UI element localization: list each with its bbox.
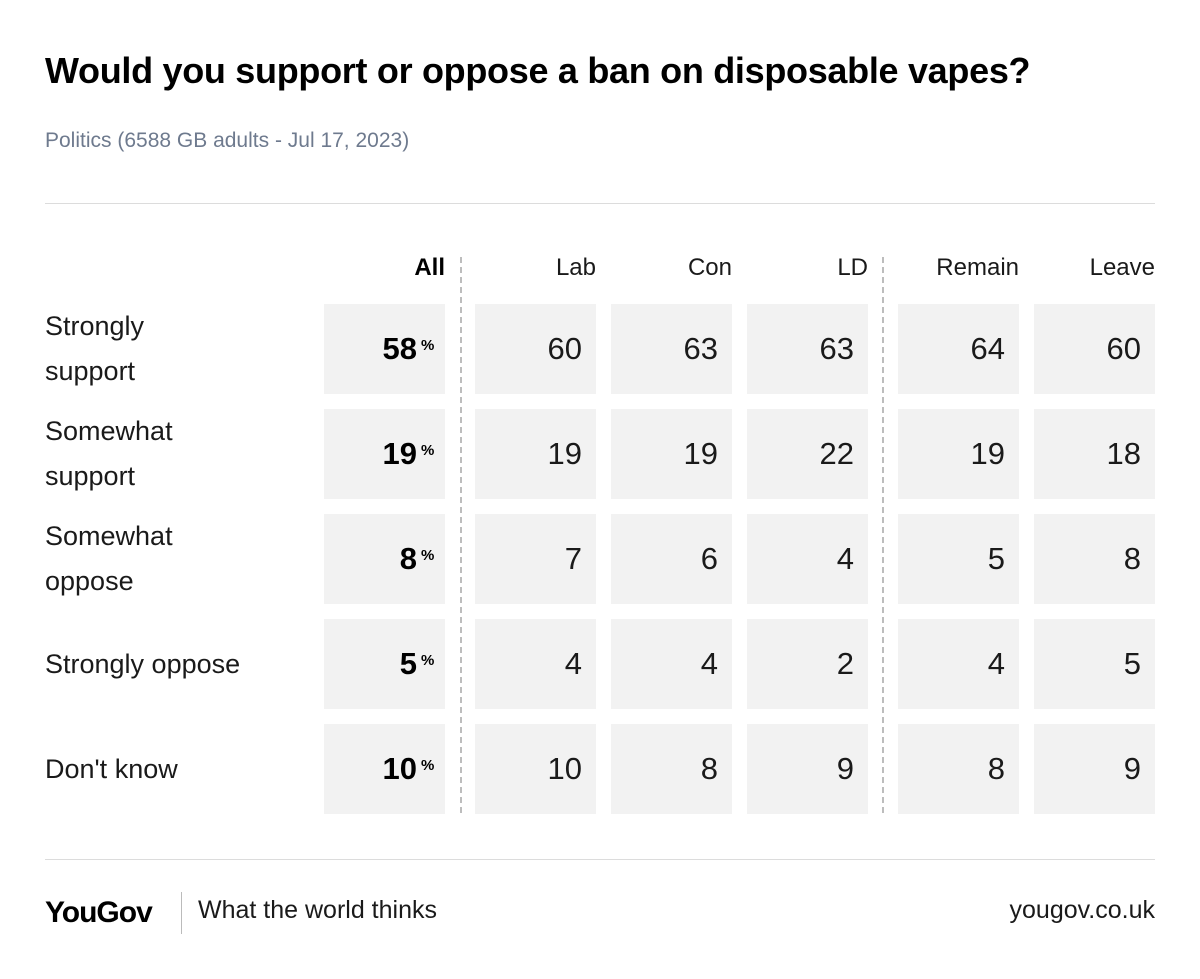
cell-leave: 60 [1034, 304, 1155, 394]
column-header-ld: LD [837, 254, 868, 281]
cell-ld: 4 [747, 514, 868, 604]
cell-all: 10% [324, 724, 445, 814]
row-label-line: oppose [45, 566, 134, 596]
row-label: Don't know [45, 724, 315, 814]
cell-con: 8 [611, 724, 732, 814]
cell-remain: 4 [898, 619, 1019, 709]
cell-value: 5 [399, 646, 417, 681]
cell-remain: 64 [898, 304, 1019, 394]
column-header-lab: Lab [555, 254, 596, 281]
cell-leave: 8 [1034, 514, 1155, 604]
cell-leave: 5 [1034, 619, 1155, 709]
cell-ld: 22 [747, 409, 868, 499]
cell-value: 10 [382, 751, 417, 786]
cell-lab: 10 [475, 724, 596, 814]
cell-con: 4 [611, 619, 732, 709]
chart-title: Would you support or oppose a ban on dis… [45, 50, 1031, 91]
percent-sign: % [421, 757, 435, 774]
cell-all: 8% [324, 514, 445, 604]
row-label: Somewhat support [45, 409, 315, 499]
cell-ld: 63 [747, 304, 868, 394]
column-header-leave: Leave [1089, 254, 1155, 281]
chart-subtitle: Politics (6588 GB adults - Jul 17, 2023) [45, 129, 410, 152]
row-label: Somewhat oppose [45, 514, 315, 604]
cell-all: 58% [324, 304, 445, 394]
row-label-line: support [45, 356, 136, 386]
row-label-line: Don't know [45, 753, 178, 784]
row-label: Strongly support [45, 304, 315, 394]
yougov-logo: YouGov [45, 896, 153, 929]
row-label-line: Strongly [45, 311, 145, 341]
row-label-line: Strongly oppose [45, 648, 241, 679]
cell-value: 8 [399, 541, 417, 576]
cell-leave: 9 [1034, 724, 1155, 814]
top-divider-line [45, 203, 1155, 204]
cell-leave: 18 [1034, 409, 1155, 499]
column-header-remain: Remain [936, 254, 1019, 281]
cell-lab: 60 [475, 304, 596, 394]
percent-sign: % [421, 337, 435, 354]
cell-lab: 19 [475, 409, 596, 499]
percent-sign: % [421, 547, 435, 564]
cell-all: 5% [324, 619, 445, 709]
column-divider-party [882, 257, 884, 813]
column-header-con: Con [687, 254, 732, 281]
bottom-divider-line [45, 859, 1155, 860]
cell-con: 63 [611, 304, 732, 394]
cell-remain: 8 [898, 724, 1019, 814]
row-label-line: Somewhat [45, 416, 173, 446]
cell-lab: 4 [475, 619, 596, 709]
cell-value: 19 [382, 436, 417, 471]
footer-separator [181, 892, 182, 934]
cell-con: 19 [611, 409, 732, 499]
percent-sign: % [421, 652, 435, 669]
cell-con: 6 [611, 514, 732, 604]
row-label-line: Somewhat [45, 521, 173, 551]
row-label-line: support [45, 461, 136, 491]
percent-sign: % [421, 442, 435, 459]
column-divider-all [460, 257, 462, 813]
cell-remain: 5 [898, 514, 1019, 604]
cell-ld: 2 [747, 619, 868, 709]
row-label: Strongly oppose [45, 619, 315, 709]
cell-ld: 9 [747, 724, 868, 814]
cell-value: 58 [382, 331, 417, 366]
cell-remain: 19 [898, 409, 1019, 499]
column-header-all: All [414, 254, 445, 281]
footer-tagline: What the world thinks [198, 896, 437, 924]
cell-all: 19% [324, 409, 445, 499]
cell-lab: 7 [475, 514, 596, 604]
footer-site-link[interactable]: yougov.co.uk [1009, 896, 1155, 924]
